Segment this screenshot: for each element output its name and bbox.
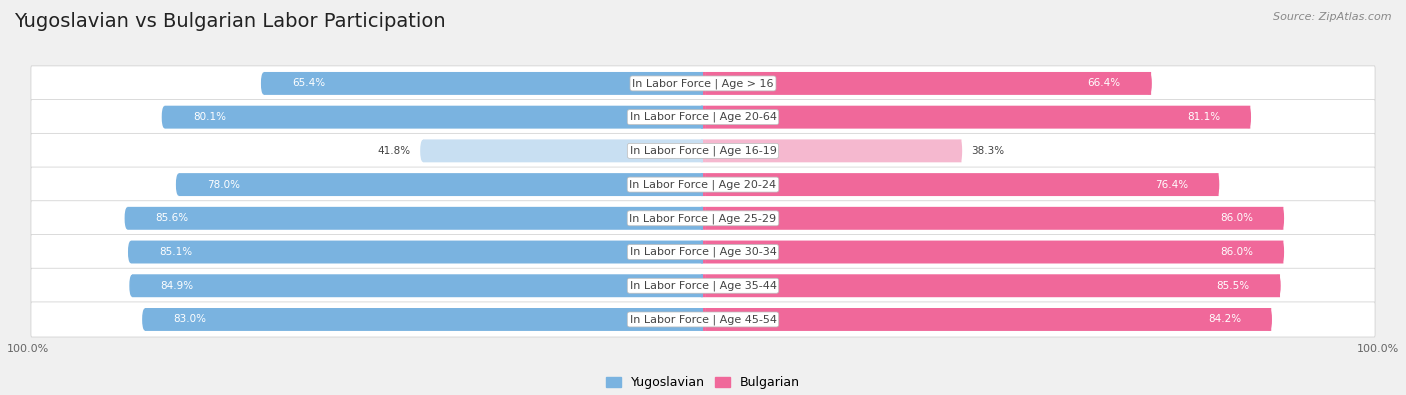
- Circle shape: [177, 174, 181, 195]
- FancyBboxPatch shape: [703, 308, 704, 331]
- Text: Yugoslavian vs Bulgarian Labor Participation: Yugoslavian vs Bulgarian Labor Participa…: [14, 12, 446, 31]
- FancyBboxPatch shape: [702, 106, 703, 129]
- Text: 76.4%: 76.4%: [1156, 180, 1188, 190]
- FancyBboxPatch shape: [703, 207, 704, 230]
- Circle shape: [262, 73, 266, 94]
- FancyBboxPatch shape: [704, 72, 1152, 95]
- FancyBboxPatch shape: [702, 139, 703, 162]
- Text: 84.2%: 84.2%: [1208, 314, 1241, 324]
- FancyBboxPatch shape: [165, 106, 703, 129]
- Circle shape: [1267, 309, 1271, 330]
- Text: 85.6%: 85.6%: [156, 213, 188, 223]
- FancyBboxPatch shape: [128, 207, 703, 230]
- Text: 66.4%: 66.4%: [1088, 79, 1121, 88]
- Text: In Labor Force | Age 16-19: In Labor Force | Age 16-19: [630, 146, 776, 156]
- FancyBboxPatch shape: [702, 173, 703, 196]
- FancyBboxPatch shape: [31, 268, 1375, 303]
- FancyBboxPatch shape: [131, 241, 703, 263]
- Text: 65.4%: 65.4%: [292, 79, 325, 88]
- FancyBboxPatch shape: [31, 167, 1375, 202]
- FancyBboxPatch shape: [704, 274, 1279, 297]
- FancyBboxPatch shape: [179, 173, 703, 196]
- Text: 78.0%: 78.0%: [207, 180, 240, 190]
- FancyBboxPatch shape: [704, 139, 962, 162]
- Circle shape: [1279, 208, 1284, 229]
- FancyBboxPatch shape: [704, 241, 1284, 263]
- FancyBboxPatch shape: [704, 308, 1271, 331]
- FancyBboxPatch shape: [31, 302, 1375, 337]
- FancyBboxPatch shape: [145, 308, 703, 331]
- Circle shape: [163, 107, 166, 128]
- FancyBboxPatch shape: [31, 201, 1375, 236]
- FancyBboxPatch shape: [702, 72, 703, 95]
- FancyBboxPatch shape: [702, 274, 703, 297]
- FancyBboxPatch shape: [423, 139, 703, 162]
- FancyBboxPatch shape: [703, 72, 704, 95]
- FancyBboxPatch shape: [31, 100, 1375, 135]
- Circle shape: [420, 141, 425, 161]
- FancyBboxPatch shape: [703, 139, 704, 162]
- Text: 81.1%: 81.1%: [1187, 112, 1220, 122]
- FancyBboxPatch shape: [702, 308, 703, 331]
- Text: In Labor Force | Age 35-44: In Labor Force | Age 35-44: [630, 280, 776, 291]
- Text: 38.3%: 38.3%: [972, 146, 1005, 156]
- Circle shape: [1147, 73, 1152, 94]
- Text: 83.0%: 83.0%: [173, 314, 207, 324]
- Text: In Labor Force | Age 45-54: In Labor Force | Age 45-54: [630, 314, 776, 325]
- FancyBboxPatch shape: [704, 207, 1284, 230]
- FancyBboxPatch shape: [704, 173, 1219, 196]
- FancyBboxPatch shape: [31, 134, 1375, 168]
- Text: Source: ZipAtlas.com: Source: ZipAtlas.com: [1274, 12, 1392, 22]
- Legend: Yugoslavian, Bulgarian: Yugoslavian, Bulgarian: [600, 371, 806, 394]
- FancyBboxPatch shape: [703, 173, 704, 196]
- Text: In Labor Force | Age 20-64: In Labor Force | Age 20-64: [630, 112, 776, 122]
- FancyBboxPatch shape: [31, 235, 1375, 269]
- FancyBboxPatch shape: [31, 66, 1375, 101]
- Circle shape: [1246, 107, 1250, 128]
- Circle shape: [143, 309, 148, 330]
- Text: 85.5%: 85.5%: [1216, 281, 1250, 291]
- Circle shape: [957, 141, 962, 161]
- Text: In Labor Force | Age 25-29: In Labor Force | Age 25-29: [630, 213, 776, 224]
- Text: 86.0%: 86.0%: [1220, 213, 1253, 223]
- Text: In Labor Force | Age 20-24: In Labor Force | Age 20-24: [630, 179, 776, 190]
- FancyBboxPatch shape: [132, 274, 703, 297]
- FancyBboxPatch shape: [703, 106, 704, 129]
- Text: 41.8%: 41.8%: [378, 146, 411, 156]
- Circle shape: [1279, 242, 1284, 262]
- Circle shape: [125, 208, 129, 229]
- FancyBboxPatch shape: [704, 106, 1250, 129]
- Text: 85.1%: 85.1%: [159, 247, 193, 257]
- FancyBboxPatch shape: [702, 207, 703, 230]
- FancyBboxPatch shape: [702, 241, 703, 263]
- Circle shape: [1275, 275, 1279, 296]
- Text: 80.1%: 80.1%: [193, 112, 226, 122]
- FancyBboxPatch shape: [703, 241, 704, 263]
- Circle shape: [129, 242, 132, 262]
- FancyBboxPatch shape: [703, 274, 704, 297]
- Text: 84.9%: 84.9%: [160, 281, 194, 291]
- Text: In Labor Force | Age > 16: In Labor Force | Age > 16: [633, 78, 773, 89]
- Circle shape: [1215, 174, 1219, 195]
- FancyBboxPatch shape: [264, 72, 703, 95]
- Text: 86.0%: 86.0%: [1220, 247, 1253, 257]
- Circle shape: [129, 275, 134, 296]
- Text: In Labor Force | Age 30-34: In Labor Force | Age 30-34: [630, 247, 776, 257]
